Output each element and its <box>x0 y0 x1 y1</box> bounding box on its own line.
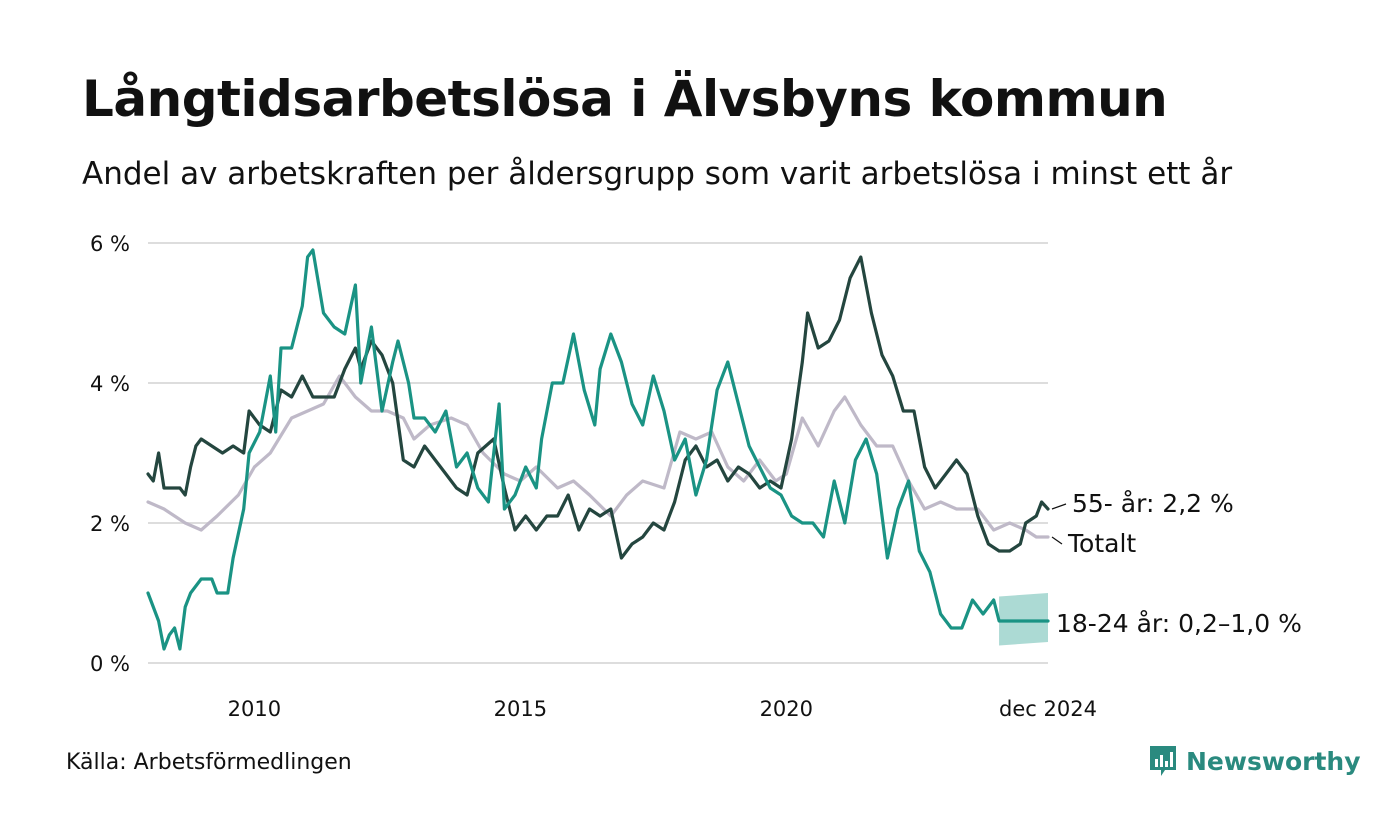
label-layer: Totalt 55- år: 2,2 % 18-24 år: 0,2–1,0 % <box>1051 489 1302 638</box>
chart-subtitle: Andel av arbetskraften per åldersgrupp s… <box>82 156 1233 192</box>
series-layer <box>146 248 1050 651</box>
x-axis: 2010 2015 2020 dec 2024 <box>228 697 1097 721</box>
label-leader <box>1051 503 1067 510</box>
x-tick-label: 2010 <box>228 697 281 721</box>
y-tick-label: 6 % <box>90 232 130 256</box>
series-line-1 <box>146 255 1050 560</box>
series-line-0 <box>146 374 1050 539</box>
series-label: 55- år: 2,2 % <box>1072 489 1234 518</box>
x-tick-label: 2015 <box>494 697 547 721</box>
band-layer <box>999 593 1048 646</box>
newsworthy-icon <box>1150 746 1176 776</box>
x-tick-label: 2020 <box>760 697 813 721</box>
y-tick-label: 0 % <box>90 652 130 676</box>
y-tick-label: 2 % <box>90 512 130 536</box>
source-note: Källa: Arbetsförmedlingen <box>66 750 352 775</box>
x-tick-label: dec 2024 <box>999 697 1097 721</box>
y-tick-label: 4 % <box>90 372 130 396</box>
brand-logo[interactable]: Newsworthy <box>1148 744 1361 778</box>
label-leader <box>1051 536 1063 545</box>
uncertainty-band <box>999 593 1048 646</box>
chart-title: Långtidsarbetslösa i Älvsbyns kommun <box>82 70 1168 128</box>
series-line-2 <box>146 248 1050 651</box>
series-label: Totalt <box>1067 529 1136 558</box>
grid-layer: 0 % 2 % 4 % 6 % <box>90 232 1048 676</box>
series-label: 18-24 år: 0,2–1,0 % <box>1056 609 1302 638</box>
brand-name: Newsworthy <box>1186 746 1361 776</box>
